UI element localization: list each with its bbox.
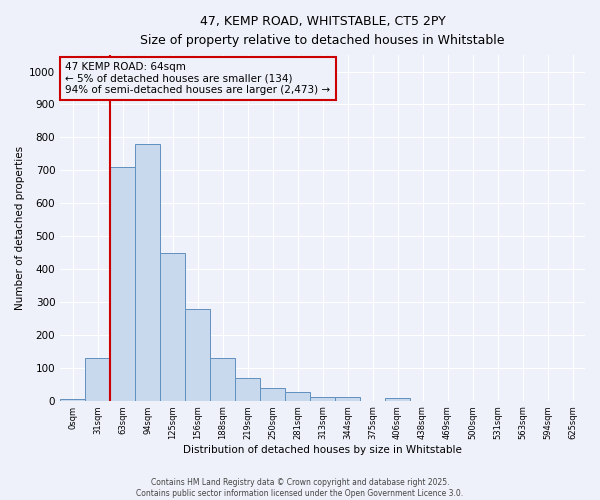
Text: Contains HM Land Registry data © Crown copyright and database right 2025.
Contai: Contains HM Land Registry data © Crown c… — [136, 478, 464, 498]
Bar — [110, 167, 135, 400]
Text: 47 KEMP ROAD: 64sqm
← 5% of detached houses are smaller (134)
94% of semi-detach: 47 KEMP ROAD: 64sqm ← 5% of detached hou… — [65, 62, 331, 95]
Bar — [285, 392, 310, 400]
Bar — [60, 399, 85, 400]
Bar — [310, 398, 335, 400]
Bar — [385, 398, 410, 400]
Bar — [260, 388, 285, 400]
Bar — [235, 378, 260, 400]
Bar — [210, 358, 235, 401]
Bar — [160, 252, 185, 400]
X-axis label: Distribution of detached houses by size in Whitstable: Distribution of detached houses by size … — [183, 445, 462, 455]
Title: 47, KEMP ROAD, WHITSTABLE, CT5 2PY
Size of property relative to detached houses : 47, KEMP ROAD, WHITSTABLE, CT5 2PY Size … — [140, 15, 505, 47]
Bar — [185, 308, 210, 400]
Bar — [135, 144, 160, 401]
Bar — [85, 358, 110, 401]
Y-axis label: Number of detached properties: Number of detached properties — [15, 146, 25, 310]
Bar — [335, 398, 360, 400]
